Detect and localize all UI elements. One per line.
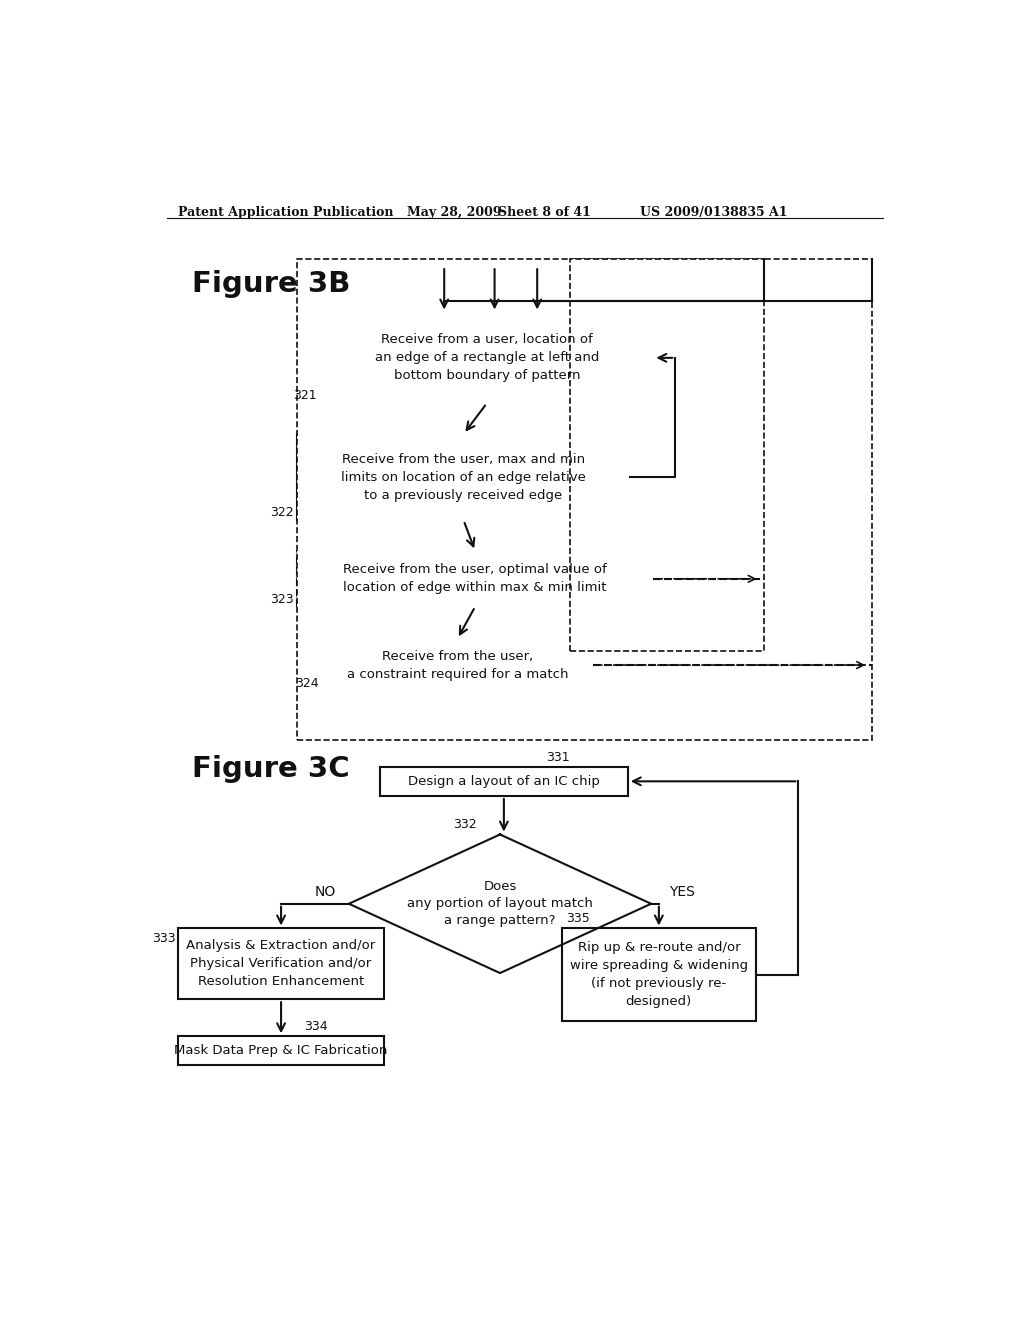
Bar [297,434,630,520]
Text: Receive from the user, optimal value of
location of edge within max & min limit: Receive from the user, optimal value of … [343,564,607,594]
Text: Figure 3C: Figure 3C [191,755,349,783]
Text: Figure 3B: Figure 3B [191,271,350,298]
Text: YES: YES [670,886,695,899]
Bar [321,313,653,404]
Text: Does
any portion of layout match
a range pattern?: Does any portion of layout match a range… [408,880,593,927]
Text: May 28, 2009: May 28, 2009 [407,206,502,219]
Text: Receive from the user,
a constraint required for a match: Receive from the user, a constraint requ… [347,649,568,681]
Bar [569,259,764,651]
Text: 334: 334 [304,1020,328,1034]
Text: 322: 322 [270,507,294,520]
Bar [380,767,628,796]
Text: Analysis & Extraction and/or
Physical Verification and/or
Resolution Enhancement: Analysis & Extraction and/or Physical Ve… [186,940,376,989]
Text: 331: 331 [547,751,570,763]
Text: Patent Application Publication: Patent Application Publication [178,206,394,219]
Text: 324: 324 [295,677,318,690]
Bar [297,259,872,739]
Text: Sheet 8 of 41: Sheet 8 of 41 [499,206,591,219]
Text: Design a layout of an IC chip: Design a layout of an IC chip [408,775,600,788]
Text: Rip up & re-route and/or
wire spreading & widening
(if not previously re-
design: Rip up & re-route and/or wire spreading … [569,941,748,1008]
Bar [322,639,593,692]
Text: US 2009/0138835 A1: US 2009/0138835 A1 [640,206,787,219]
Text: 321: 321 [294,389,317,403]
Text: 335: 335 [566,912,590,925]
Text: 333: 333 [152,932,175,945]
Bar [178,1036,384,1065]
Text: 332: 332 [454,818,477,832]
Bar [178,928,384,999]
Bar [297,552,653,607]
Text: Receive from a user, location of
an edge of a rectangle at left and
bottom bound: Receive from a user, location of an edge… [375,334,599,383]
Text: Receive from the user, max and min
limits on location of an edge relative
to a p: Receive from the user, max and min limit… [341,453,586,502]
Bar [562,928,756,1020]
Text: Mask Data Prep & IC Fabrication: Mask Data Prep & IC Fabrication [174,1044,388,1057]
Text: 323: 323 [270,593,294,606]
Text: NO: NO [315,886,336,899]
